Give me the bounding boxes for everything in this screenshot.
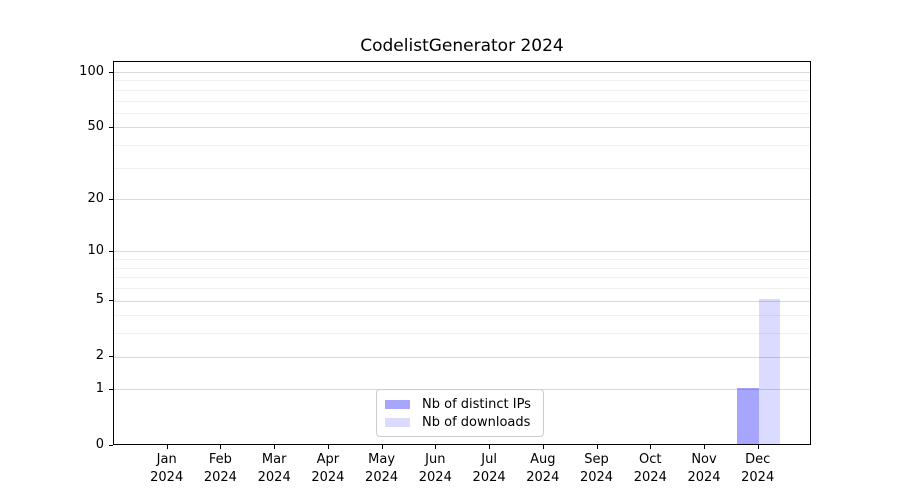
- y-gridline-major: [114, 251, 810, 253]
- y-tick-mark: [109, 300, 113, 301]
- x-tick-year: 2024: [203, 470, 237, 485]
- y-tick-mark: [109, 126, 113, 128]
- x-tick-year: 2024: [150, 470, 184, 485]
- y-tick-label: 2: [95, 348, 104, 364]
- x-tick-label: Sep 2024: [557, 451, 637, 487]
- y-gridline-minor: [114, 100, 810, 102]
- x-tick-mark: [757, 445, 759, 449]
- x-tick-month: Feb: [208, 452, 232, 467]
- y-tick-mark: [109, 445, 113, 446]
- y-gridline-major: [114, 72, 810, 73]
- x-tick-month: Jun: [425, 452, 446, 467]
- x-tick-label: Jan 2024: [127, 451, 207, 487]
- bar-downloads: [758, 299, 781, 444]
- chart-title: CodelistGenerator 2024: [360, 36, 564, 56]
- y-tick-label: 10: [87, 242, 104, 258]
- y-gridline-major: [114, 127, 810, 129]
- y-tick-mark: [109, 71, 113, 73]
- y-gridline-minor: [114, 167, 810, 169]
- x-tick-year: 2024: [311, 470, 345, 485]
- x-tick-year: 2024: [741, 470, 775, 485]
- x-tick-label: Oct 2024: [610, 451, 690, 487]
- x-tick-year: 2024: [633, 470, 667, 485]
- x-tick-mark: [650, 445, 652, 449]
- y-gridline-minor: [114, 145, 810, 146]
- y-tick-mark: [109, 388, 113, 390]
- x-tick-label: Mar 2024: [234, 451, 314, 487]
- x-tick-month: Nov: [691, 452, 717, 467]
- y-gridline-minor: [114, 267, 810, 269]
- legend-swatch-downloads: [385, 417, 410, 427]
- legend-label-distinct-ips: Nb of distinct IPs: [422, 396, 531, 412]
- x-tick-year: 2024: [579, 470, 614, 485]
- legend-entry-distinct-ips: Nb of distinct IPs: [385, 397, 535, 412]
- y-gridline-minor: [114, 315, 810, 317]
- y-gridline-major: [114, 199, 810, 201]
- x-tick-month: May: [368, 452, 396, 467]
- y-gridline-minor: [114, 80, 810, 82]
- x-tick-month: Jan: [156, 452, 177, 467]
- x-tick-year: 2024: [472, 470, 506, 485]
- plot-area: [113, 61, 811, 445]
- y-gridline-major: [114, 356, 810, 358]
- legend: Nb of distinct IPs Nb of downloads: [376, 389, 544, 437]
- x-tick-mark: [381, 445, 383, 449]
- x-tick-month: Jul: [481, 452, 497, 467]
- x-tick-mark: [166, 445, 168, 449]
- y-gridline-minor: [114, 288, 810, 289]
- x-tick-label: Dec 2024: [718, 451, 798, 487]
- y-gridline-major: [114, 300, 810, 302]
- x-tick-year: 2024: [365, 470, 399, 485]
- x-tick-mark: [489, 445, 491, 449]
- y-tick-mark: [109, 198, 113, 200]
- y-gridline-minor: [114, 259, 810, 261]
- x-tick-mark: [220, 445, 222, 449]
- x-tick-mark: [327, 445, 329, 449]
- x-tick-month: Sep: [584, 452, 609, 467]
- y-tick-label: 5: [95, 292, 104, 307]
- x-tick-label: Nov 2024: [664, 451, 744, 487]
- x-tick-label: Apr 2024: [288, 451, 368, 487]
- x-tick-label: Feb 2024: [180, 451, 260, 487]
- x-tick-mark: [274, 445, 276, 449]
- y-tick-label: 50: [87, 118, 104, 134]
- x-tick-mark: [704, 445, 705, 449]
- y-tick-mark: [109, 356, 113, 358]
- x-tick-year: 2024: [687, 470, 721, 485]
- x-tick-label: May 2024: [342, 451, 422, 487]
- x-tick-month: Mar: [261, 452, 287, 467]
- y-gridline-minor: [114, 112, 810, 114]
- y-gridline-minor: [114, 277, 810, 279]
- x-tick-year: 2024: [418, 470, 452, 485]
- y-tick-label: 20: [87, 190, 104, 206]
- x-tick-mark: [435, 445, 437, 449]
- x-tick-month: Apr: [316, 452, 340, 467]
- x-tick-label: Jun 2024: [395, 451, 475, 487]
- y-gridline-minor: [114, 333, 810, 335]
- x-tick-label: Aug 2024: [503, 451, 583, 487]
- x-tick-month: Dec: [745, 452, 771, 467]
- y-tick-label: 0: [95, 437, 104, 452]
- y-tick-label: 1: [95, 380, 104, 396]
- x-tick-year: 2024: [526, 470, 560, 485]
- y-gridline-minor: [114, 89, 810, 91]
- legend-swatch-distinct-ips: [385, 399, 410, 409]
- y-tick-mark: [109, 250, 113, 252]
- legend-entry-downloads: Nb of downloads: [385, 415, 535, 430]
- x-tick-month: Aug: [530, 452, 556, 467]
- y-tick-label: 100: [79, 63, 104, 79]
- legend-label-downloads: Nb of downloads: [422, 414, 531, 430]
- x-tick-month: Oct: [639, 452, 662, 467]
- x-tick-mark: [542, 445, 544, 449]
- x-tick-year: 2024: [257, 470, 291, 485]
- x-tick-label: Jul 2024: [449, 451, 529, 487]
- x-tick-mark: [596, 445, 598, 449]
- bar-distinct-ips: [737, 387, 759, 444]
